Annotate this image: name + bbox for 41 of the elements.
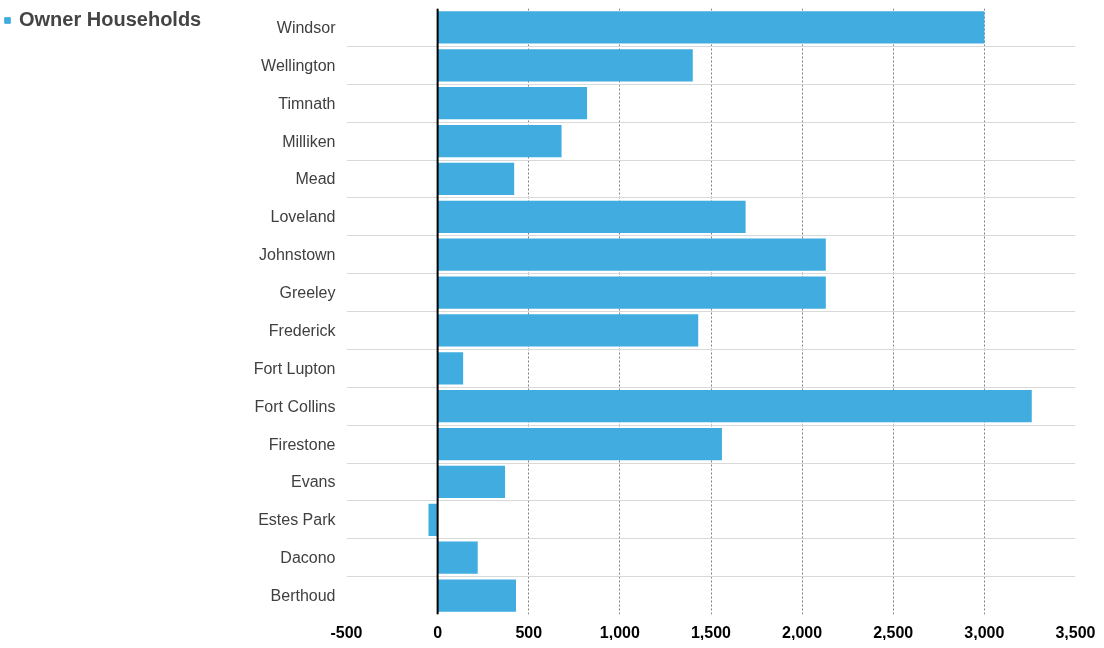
y-tick-label: Estes Park: [258, 511, 337, 529]
y-tick-label: Fort Lupton: [253, 359, 336, 377]
y-tick-label: Milliken: [282, 132, 336, 150]
x-tick-label: 0: [433, 623, 443, 641]
legend-label: Owner Households: [19, 8, 202, 31]
bar: [437, 427, 722, 461]
y-tick-label: Dacono: [280, 549, 336, 567]
x-tick-label: 1,000: [599, 623, 640, 641]
y-tick-label: Mead: [295, 170, 336, 188]
bar: [437, 541, 478, 574]
bar: [437, 276, 826, 309]
bar: [437, 352, 464, 385]
x-tick-label: 3,000: [964, 623, 1005, 641]
y-tick-label: Firestone: [268, 435, 336, 453]
bar: [437, 314, 699, 347]
y-tick-label: Greeley: [279, 284, 336, 302]
y-tick-label: Fort Collins: [254, 397, 336, 415]
y-tick-label: Evans: [291, 473, 336, 491]
y-tick-label: Frederick: [268, 321, 337, 339]
bar: [437, 465, 506, 499]
x-tick-label: 500: [515, 623, 543, 641]
bar: [437, 162, 515, 196]
y-tick-label: Windsor: [276, 18, 337, 36]
bar: [437, 49, 693, 82]
bar: [437, 238, 826, 271]
bar: [437, 124, 562, 158]
y-tick-label: Loveland: [270, 208, 336, 226]
x-tick-label: 2,000: [782, 623, 823, 641]
x-tick-label: 2,500: [873, 623, 914, 641]
x-tick-label: 1,500: [690, 623, 732, 641]
bar: [437, 200, 746, 233]
y-tick-label: Johnstown: [259, 246, 336, 264]
x-tick-label: -500: [330, 623, 363, 641]
y-tick-label: Timnath: [278, 94, 336, 112]
y-tick-label: Wellington: [261, 56, 336, 74]
x-tick-label: 3,500: [1055, 623, 1096, 641]
bar: [437, 390, 1032, 423]
bar: [437, 579, 516, 612]
y-tick-label: Berthoud: [270, 587, 336, 605]
bar: [437, 11, 985, 44]
bar: [437, 87, 588, 120]
